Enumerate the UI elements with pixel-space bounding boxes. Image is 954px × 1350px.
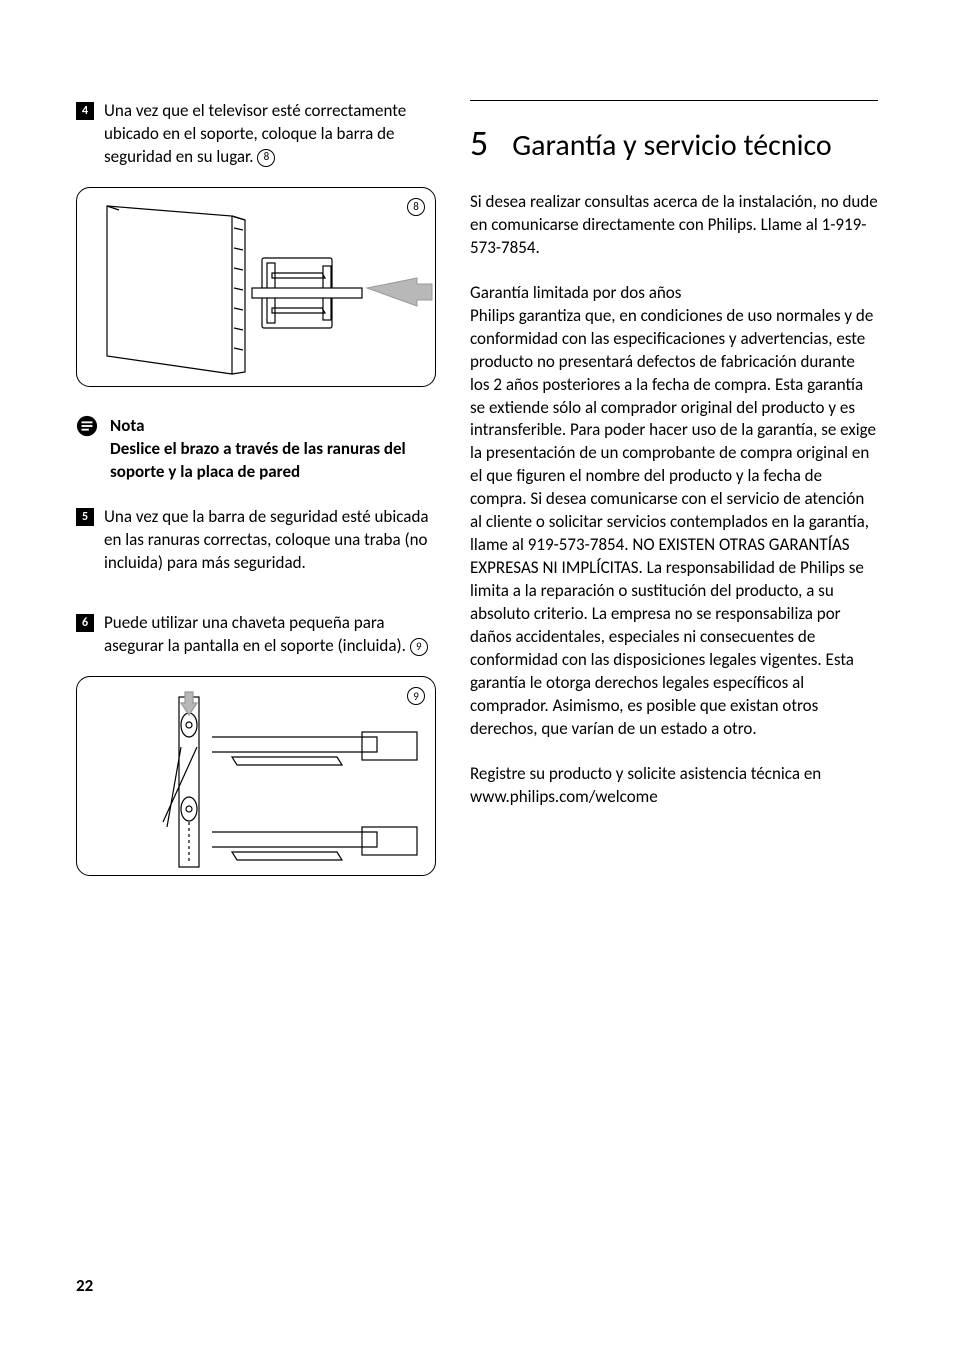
figure-ref-9: 9 — [410, 638, 428, 656]
figure-8-illustration — [77, 188, 435, 386]
step-6-body: Puede utilizar una chaveta pequeña para … — [104, 612, 410, 656]
section-heading: 5 Garantía y servicio técnico — [470, 121, 878, 165]
paragraph-3: Registre su producto y solicite asistenc… — [470, 763, 878, 809]
left-column: 4 Una vez que el televisor esté correcta… — [76, 100, 436, 876]
figure-8-label: 8 — [407, 198, 425, 216]
paragraph-2: Garantía limitada por dos años Philips g… — [470, 282, 878, 741]
step-4-text: Una vez que el televisor esté correctame… — [104, 100, 436, 169]
figure-8: 8 — [76, 187, 436, 387]
step-6-text: Puede utilizar una chaveta pequeña para … — [104, 612, 436, 658]
note-title: Nota — [110, 415, 436, 438]
step-5-text: Una vez que la barra de seguridad esté u… — [104, 506, 436, 575]
figure-9-illustration — [77, 677, 435, 875]
page-number: 22 — [76, 1275, 93, 1296]
step-4: 4 Una vez que el televisor esté correcta… — [76, 100, 436, 169]
step-number-badge: 6 — [76, 614, 94, 632]
note-icon — [76, 415, 98, 437]
step-6: 6 Puede utilizar una chaveta pequeña par… — [76, 612, 436, 658]
note-block: Nota Deslice el brazo a través de las ra… — [76, 415, 436, 484]
step-4-body: Una vez que el televisor esté correctame… — [104, 100, 406, 167]
step-5: 5 Una vez que la barra de seguridad esté… — [76, 506, 436, 575]
figure-9: 9 — [76, 676, 436, 876]
section-title: Garantía y servicio técnico — [512, 127, 831, 164]
step-number-badge: 4 — [76, 102, 94, 120]
note-body: Deslice el brazo a través de las ranuras… — [110, 438, 436, 484]
section-divider — [470, 100, 878, 101]
step-number-badge: 5 — [76, 508, 94, 526]
figure-ref-8: 8 — [257, 149, 275, 167]
section-number: 5 — [470, 121, 488, 165]
paragraph-1: Si desea realizar consultas acerca de la… — [470, 191, 878, 260]
right-column: 5 Garantía y servicio técnico Si desea r… — [470, 100, 878, 876]
note-text: Nota Deslice el brazo a través de las ra… — [110, 415, 436, 484]
